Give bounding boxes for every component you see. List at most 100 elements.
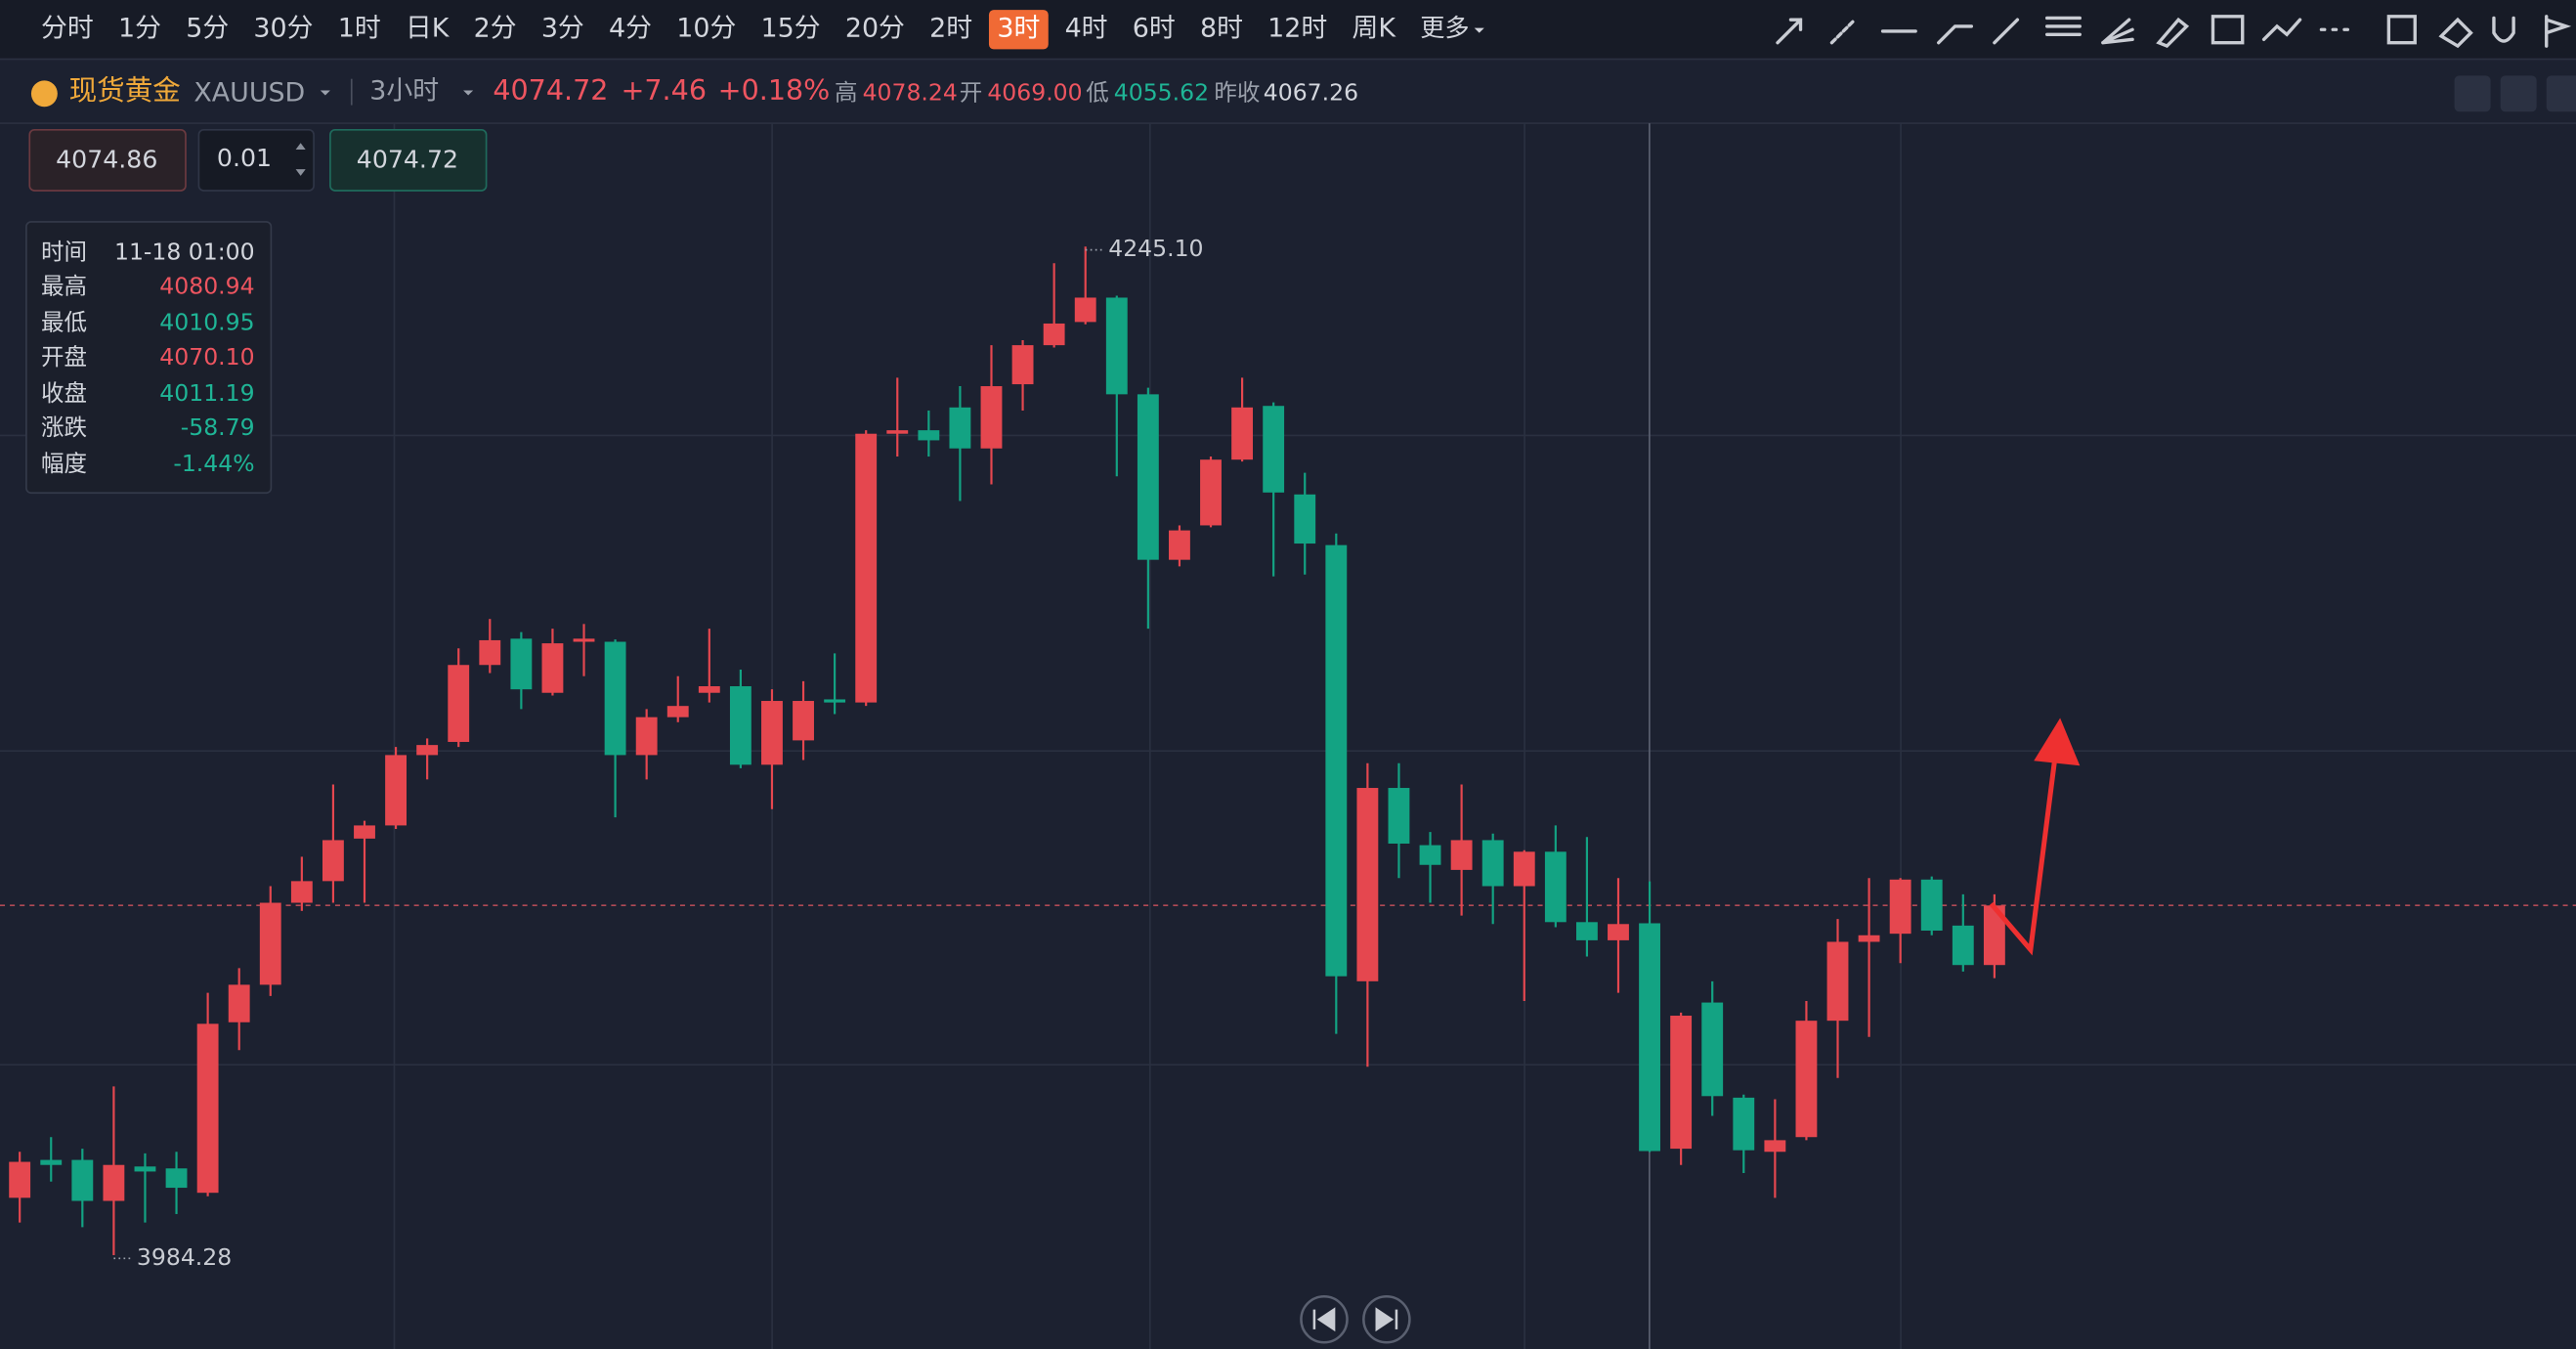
candle-body (1639, 923, 1660, 1152)
candle-body (40, 1159, 63, 1165)
more-button[interactable]: 更多 (1420, 14, 1469, 42)
candle-body (1356, 788, 1379, 981)
interval-button[interactable]: 30分 (253, 14, 313, 44)
tooltip-label: 幅度 (41, 450, 87, 477)
candle-body (1105, 297, 1128, 395)
candle-body (949, 407, 971, 449)
interval-button[interactable]: 4时 (1065, 14, 1108, 44)
tool-icon[interactable] (1993, 18, 2020, 45)
candle-body (1231, 407, 1254, 460)
symbol[interactable]: XAUUSD (193, 77, 305, 108)
candle-body (1795, 1021, 1818, 1138)
interval-button[interactable]: 15分 (761, 14, 821, 44)
candle-body (1263, 406, 1285, 493)
tool-icon[interactable] (2101, 18, 2134, 45)
interval-button[interactable]: 20分 (845, 14, 905, 44)
candle-body (1920, 879, 1943, 932)
tool-icon[interactable] (2545, 15, 2572, 48)
tooltip-box (25, 221, 273, 495)
sell-button[interactable] (28, 128, 187, 192)
tooltip-value: 4011.19 (159, 379, 254, 407)
interval-button[interactable]: 5分 (186, 14, 229, 44)
candle-body (385, 755, 407, 826)
spinner[interactable] (295, 143, 306, 176)
interval-button[interactable]: 3分 (541, 14, 584, 44)
candle-body (1388, 788, 1410, 844)
buy-button[interactable] (329, 128, 488, 192)
tool-icon[interactable] (2156, 17, 2190, 49)
interval-button[interactable]: 3时 (997, 14, 1040, 44)
tooltip-label: 开盘 (41, 343, 87, 370)
candle-body (479, 639, 501, 666)
tooltip-label: 最低 (41, 309, 87, 336)
candle-body (666, 706, 689, 718)
interval-button[interactable]: 周K (1352, 14, 1396, 44)
tool-icon[interactable] (1937, 24, 1974, 45)
tool-icon[interactable] (2211, 15, 2245, 45)
active-interval-bg (988, 10, 1049, 50)
interval-button[interactable]: 8时 (1200, 14, 1243, 44)
tooltip-value: 4070.10 (159, 343, 254, 370)
tooltip-value: 11-18 01:00 (114, 238, 255, 265)
candle-body (824, 699, 846, 703)
candle-body (510, 638, 533, 690)
tool-icon[interactable] (2492, 16, 2515, 43)
candle-body (196, 1023, 219, 1194)
candle-body (1608, 924, 1629, 940)
interval-button[interactable]: 分时 (41, 14, 94, 44)
candle-body (259, 902, 281, 985)
tool-button[interactable] (2454, 75, 2491, 112)
candle-body (1074, 297, 1096, 323)
tool-icon[interactable] (1776, 18, 1803, 45)
quantity[interactable]: 0.01 (217, 144, 272, 172)
tool-icon[interactable] (1829, 18, 1857, 45)
candle-body (1481, 840, 1504, 887)
candle-body (1701, 1002, 1724, 1097)
candle-body (290, 881, 313, 903)
candle-body (793, 701, 814, 741)
tool-button[interactable] (2546, 75, 2576, 112)
toolbar: 分时 1分 5分 30分 1时 日K 2分 3分 4分 10分 15分 20分 2时 3时 4时 6时 8时 12… (41, 10, 1396, 50)
interval-button[interactable]: 1分 (118, 14, 161, 44)
high-label: 高 (835, 78, 858, 106)
interval-button[interactable]: 2时 (929, 14, 972, 44)
candle-body (1670, 1016, 1693, 1150)
candle-body (322, 840, 344, 882)
tooltip-label: 收盘 (41, 379, 87, 407)
tool-icon[interactable] (2261, 18, 2302, 42)
instrument-name: 现货黄金 (69, 73, 181, 107)
tool-button[interactable] (2500, 75, 2537, 112)
interval-button[interactable]: 10分 (676, 14, 736, 44)
candle-body (1764, 1140, 1786, 1153)
buy-price[interactable]: 4074.72 (357, 146, 458, 174)
tool-icon[interactable] (2044, 16, 2082, 36)
tool-icon[interactable] (2438, 17, 2473, 49)
extreme-label: 4245.10 (1108, 235, 1203, 262)
quantity-input[interactable] (197, 128, 315, 192)
candle-body (1513, 851, 1535, 887)
annotation-arrow (1989, 755, 2058, 956)
interval-button[interactable]: 4分 (609, 14, 652, 44)
tool-icon[interactable] (2386, 15, 2417, 45)
interval-button[interactable]: 2分 (474, 14, 517, 44)
interval-button[interactable]: 日K (406, 14, 451, 44)
candle-body (1858, 935, 1880, 942)
sell-price[interactable]: 4074.86 (56, 146, 157, 174)
tooltip-value: 4010.95 (159, 309, 254, 336)
extreme-label: 3984.28 (137, 1243, 232, 1271)
candle-body (886, 430, 909, 434)
dropdown-arrow (1474, 27, 1484, 33)
toolbar-background (0, 0, 2576, 60)
interval-button[interactable]: 1时 (338, 14, 381, 44)
candle-body (573, 638, 595, 642)
period[interactable]: 3小时 (369, 76, 439, 107)
interval-button[interactable]: 6时 (1133, 14, 1176, 44)
prev-close-value: 4067.26 (1264, 78, 1358, 106)
open-value: 4069.00 (987, 78, 1082, 106)
candle-body (1575, 922, 1598, 940)
interval-button[interactable]: 12时 (1267, 14, 1327, 44)
candle-body (541, 643, 564, 693)
tooltip-label: 涨跌 (41, 413, 87, 441)
